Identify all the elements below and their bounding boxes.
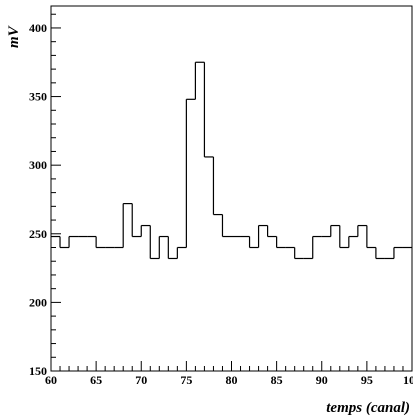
x-tick-label: 65 xyxy=(90,373,102,387)
y-tick-label: 350 xyxy=(29,90,47,104)
axis-tick-labels: 60 65 70 75 80 85 90 95 100 150 200 250 300 350 400 xyxy=(29,21,413,387)
y-tick-label: 200 xyxy=(29,295,47,309)
x-tick-label: 100 xyxy=(403,373,413,387)
x-tick-label: 85 xyxy=(271,373,283,387)
x-tick-label: 70 xyxy=(135,373,147,387)
x-tick-label: 75 xyxy=(180,373,192,387)
y-tick-label: 400 xyxy=(29,21,47,35)
x-axis-title: temps (canal) xyxy=(326,400,410,416)
histogram-bins xyxy=(51,61,412,260)
plot-frame xyxy=(50,5,413,372)
y-tick-label: 150 xyxy=(29,364,47,378)
y-axis-title: mV xyxy=(6,24,22,48)
x-tick-label: 60 xyxy=(45,373,57,387)
x-tick-label: 95 xyxy=(361,373,373,387)
x-tick-label: 80 xyxy=(226,373,238,387)
y-tick-label: 250 xyxy=(29,227,47,241)
y-tick-label: 300 xyxy=(29,158,47,172)
x-tick-label: 90 xyxy=(316,373,328,387)
axis-ticks xyxy=(50,13,413,372)
